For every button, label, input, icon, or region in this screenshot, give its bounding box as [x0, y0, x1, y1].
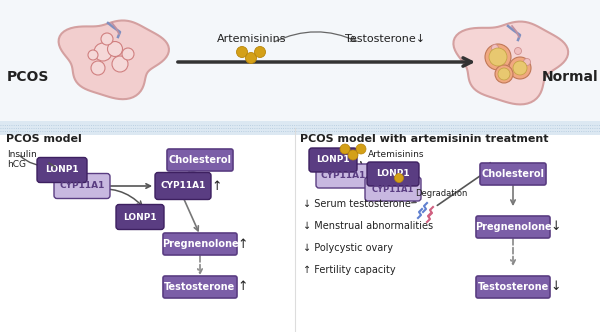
Text: CYP11A1: CYP11A1: [59, 182, 104, 191]
Text: ↑ Fertility capacity: ↑ Fertility capacity: [303, 265, 395, 275]
Text: ↑: ↑: [237, 281, 248, 293]
Text: ↑: ↑: [211, 180, 221, 193]
Text: ↓ Menstrual abnormalities: ↓ Menstrual abnormalities: [303, 221, 433, 231]
Text: PCOS: PCOS: [7, 70, 49, 84]
Circle shape: [245, 52, 257, 63]
Circle shape: [94, 43, 112, 61]
Circle shape: [254, 46, 265, 57]
FancyBboxPatch shape: [480, 163, 546, 185]
PathPatch shape: [59, 21, 169, 99]
Circle shape: [88, 50, 98, 60]
FancyBboxPatch shape: [476, 276, 550, 298]
Circle shape: [101, 33, 113, 45]
FancyBboxPatch shape: [0, 0, 600, 128]
Text: PCOS model with artemisinin treatment: PCOS model with artemisinin treatment: [300, 134, 548, 144]
Text: Insulin
hCG: Insulin hCG: [7, 150, 37, 169]
Circle shape: [107, 42, 122, 56]
FancyBboxPatch shape: [365, 177, 421, 201]
Text: Testosterone: Testosterone: [478, 282, 548, 292]
FancyBboxPatch shape: [116, 205, 164, 229]
Circle shape: [122, 48, 134, 60]
Text: Artemisinins: Artemisinins: [217, 34, 287, 44]
FancyBboxPatch shape: [163, 276, 237, 298]
Text: LONP1: LONP1: [123, 212, 157, 221]
Circle shape: [513, 61, 527, 75]
Circle shape: [489, 48, 507, 66]
FancyBboxPatch shape: [163, 233, 237, 255]
Text: Testosterone: Testosterone: [164, 282, 236, 292]
Text: Pregnenolone: Pregnenolone: [475, 222, 551, 232]
Text: Degradation: Degradation: [415, 190, 467, 199]
Circle shape: [356, 144, 366, 154]
Text: Cholesterol: Cholesterol: [482, 169, 545, 179]
Text: Pregnenolone: Pregnenolone: [161, 239, 238, 249]
Text: CYP11A1: CYP11A1: [320, 172, 365, 181]
Text: CYP11A1: CYP11A1: [372, 185, 414, 194]
Circle shape: [112, 56, 128, 72]
Text: Testosterone↓: Testosterone↓: [345, 34, 425, 44]
Text: ↓ Serum testosterone: ↓ Serum testosterone: [303, 199, 411, 209]
FancyBboxPatch shape: [0, 121, 600, 135]
Circle shape: [491, 44, 499, 51]
Text: Normal: Normal: [542, 70, 598, 84]
FancyBboxPatch shape: [37, 157, 87, 183]
Text: LONP1: LONP1: [316, 155, 350, 164]
Text: LONP1: LONP1: [376, 170, 410, 179]
Circle shape: [395, 174, 404, 183]
Circle shape: [485, 44, 511, 70]
FancyBboxPatch shape: [316, 164, 370, 188]
Text: ↓: ↓: [550, 281, 560, 293]
PathPatch shape: [454, 22, 568, 105]
Circle shape: [91, 61, 105, 75]
Text: CYP11A1: CYP11A1: [160, 182, 206, 191]
Circle shape: [523, 58, 530, 65]
Circle shape: [236, 46, 248, 57]
Text: PCOS model: PCOS model: [6, 134, 82, 144]
FancyBboxPatch shape: [367, 162, 419, 186]
Text: ↓ Polycystic ovary: ↓ Polycystic ovary: [303, 243, 393, 253]
Circle shape: [348, 150, 358, 160]
Text: ↓: ↓: [550, 220, 560, 233]
Circle shape: [498, 68, 510, 80]
FancyBboxPatch shape: [167, 149, 233, 171]
FancyBboxPatch shape: [54, 174, 110, 199]
FancyBboxPatch shape: [155, 173, 211, 200]
Circle shape: [515, 47, 521, 54]
Circle shape: [509, 57, 531, 79]
Text: Cholesterol: Cholesterol: [169, 155, 232, 165]
Circle shape: [340, 144, 350, 154]
Text: Artemisinins: Artemisinins: [368, 150, 425, 159]
FancyBboxPatch shape: [476, 216, 550, 238]
Circle shape: [495, 65, 513, 83]
Text: ↑: ↑: [237, 237, 248, 251]
Text: LONP1: LONP1: [45, 165, 79, 175]
FancyBboxPatch shape: [309, 148, 357, 172]
